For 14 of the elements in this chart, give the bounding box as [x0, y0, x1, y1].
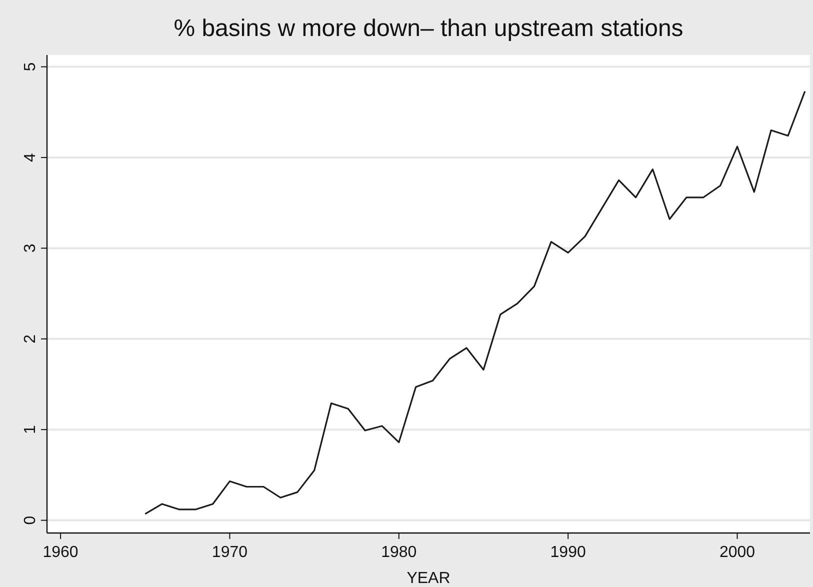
y-tick-label: 5 [22, 62, 39, 72]
y-tick-label: 3 [22, 244, 39, 253]
y-tick-label: 2 [22, 334, 39, 344]
x-tick-label: 1960 [42, 544, 78, 561]
x-tick-label: 1990 [550, 544, 586, 561]
chart-title: % basins w more down– than upstream stations [174, 15, 684, 42]
y-tick-label: 0 [22, 516, 39, 525]
x-tick-label: 1980 [381, 544, 417, 561]
x-tick-label: 1970 [212, 544, 248, 561]
y-tick-label: 4 [22, 152, 39, 162]
line-series [144, 90, 806, 515]
x-axis-title: YEAR [406, 570, 450, 587]
x-tick-label: 2000 [719, 544, 756, 561]
y-tick-label: 1 [22, 425, 39, 434]
